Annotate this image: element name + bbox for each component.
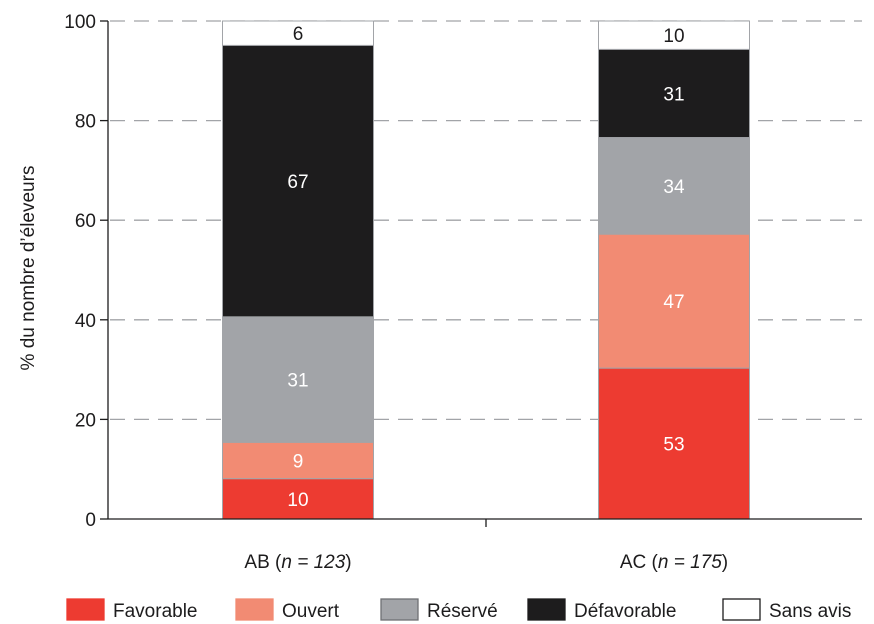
legend-swatch [722, 598, 761, 621]
y-tick-label: 100 [64, 12, 96, 33]
bars: 10 9 31 67 6 53 47 34 31 10 [222, 20, 750, 520]
y-tick-label: 60 [75, 211, 96, 232]
data-label: 31 [287, 371, 308, 392]
data-label: 34 [663, 177, 685, 198]
data-label: 31 [663, 84, 684, 105]
legend-label: Favorable [113, 601, 198, 622]
bar-segment [598, 48, 750, 139]
legend-label: Défavorable [574, 601, 676, 622]
y-tick-label: 40 [75, 311, 96, 332]
data-label: 10 [663, 26, 684, 47]
x-axis-labels: AB (n = 123) AC (n = 175) [244, 552, 728, 573]
data-label: 67 [287, 172, 308, 193]
bar-segment [598, 20, 750, 50]
bar-segment [598, 137, 750, 235]
y-tick-label: 0 [85, 510, 96, 531]
data-label: 53 [663, 435, 684, 456]
data-label: 6 [293, 24, 304, 45]
bar-segment [222, 44, 374, 318]
y-axis-label: % du nombre d’éleveurs [18, 166, 39, 371]
x-tick-label: AB (n = 123) [244, 552, 351, 573]
legend-swatch [527, 598, 566, 621]
legend-label: Ouvert [282, 601, 340, 622]
data-label: 47 [663, 292, 684, 313]
axes: 0 20 40 60 80 100 [64, 12, 862, 531]
data-label: 10 [287, 490, 308, 511]
bar-segment [222, 478, 374, 520]
legend-swatch [235, 598, 274, 621]
legend-swatch [66, 598, 105, 621]
y-tick-label: 20 [75, 410, 96, 431]
y-tick-label: 80 [75, 112, 96, 133]
data-label: 9 [293, 451, 304, 472]
bar-segment [598, 233, 750, 369]
legend: Favorable Ouvert Réservé Défavorable Sans av… [66, 598, 851, 622]
bar-segment [222, 441, 374, 480]
bar-segment [222, 316, 374, 443]
legend-swatch [380, 598, 419, 621]
bar-segment [222, 20, 374, 46]
legend-label: Réservé [427, 601, 498, 622]
legend-label: Sans avis [769, 601, 851, 622]
x-tick-label: AC (n = 175) [620, 552, 728, 573]
